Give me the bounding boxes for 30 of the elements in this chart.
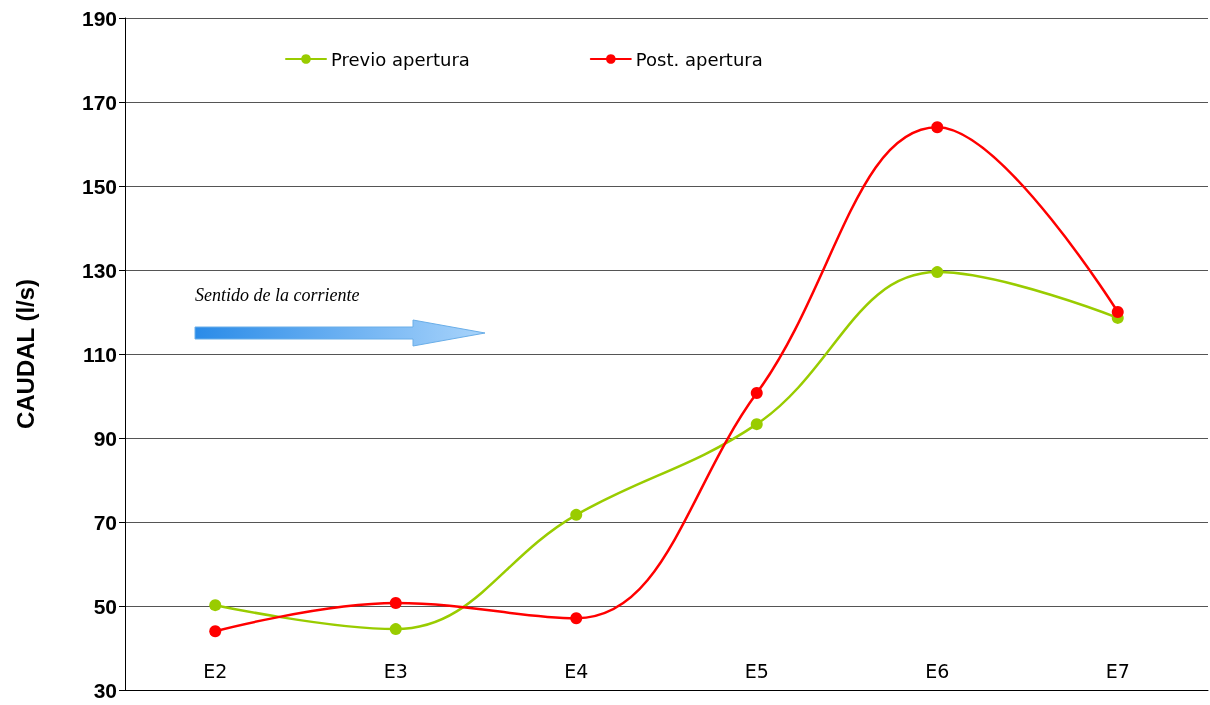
point	[209, 599, 222, 612]
y-tick-label: 170	[81, 90, 117, 114]
point	[209, 625, 222, 638]
legend-label: Post. apertura	[635, 48, 763, 70]
point	[570, 612, 583, 625]
y-tick-label: 70	[93, 510, 117, 534]
y-tick-label: 50	[93, 594, 117, 618]
x-tick-label: E6	[925, 659, 950, 682]
y-axis-title: CAUDAL (l/s)	[11, 278, 39, 430]
legend-label: Previo apertura	[331, 48, 470, 70]
x-tick-label: E2	[203, 659, 228, 682]
x-tick-label: E5	[744, 659, 769, 682]
y-tick-label: 30	[93, 678, 117, 702]
annotation: Sentido de la corriente	[195, 285, 360, 305]
point	[1111, 306, 1124, 318]
y-tick-label: 150	[81, 174, 117, 198]
point	[570, 508, 583, 521]
y-tick-label: 90	[93, 426, 117, 450]
point	[750, 387, 763, 400]
point	[750, 418, 763, 431]
point	[389, 623, 402, 636]
point	[931, 266, 944, 279]
x-tick-label: E4	[564, 659, 589, 682]
y-tick-label: 190	[81, 6, 117, 30]
point	[931, 121, 944, 134]
y-tick-label: 130	[81, 258, 117, 282]
x-tick-label: E7	[1105, 659, 1130, 682]
x-tick-label: E3	[383, 659, 408, 682]
y-tick-label: 110	[83, 342, 117, 366]
point	[389, 597, 402, 610]
